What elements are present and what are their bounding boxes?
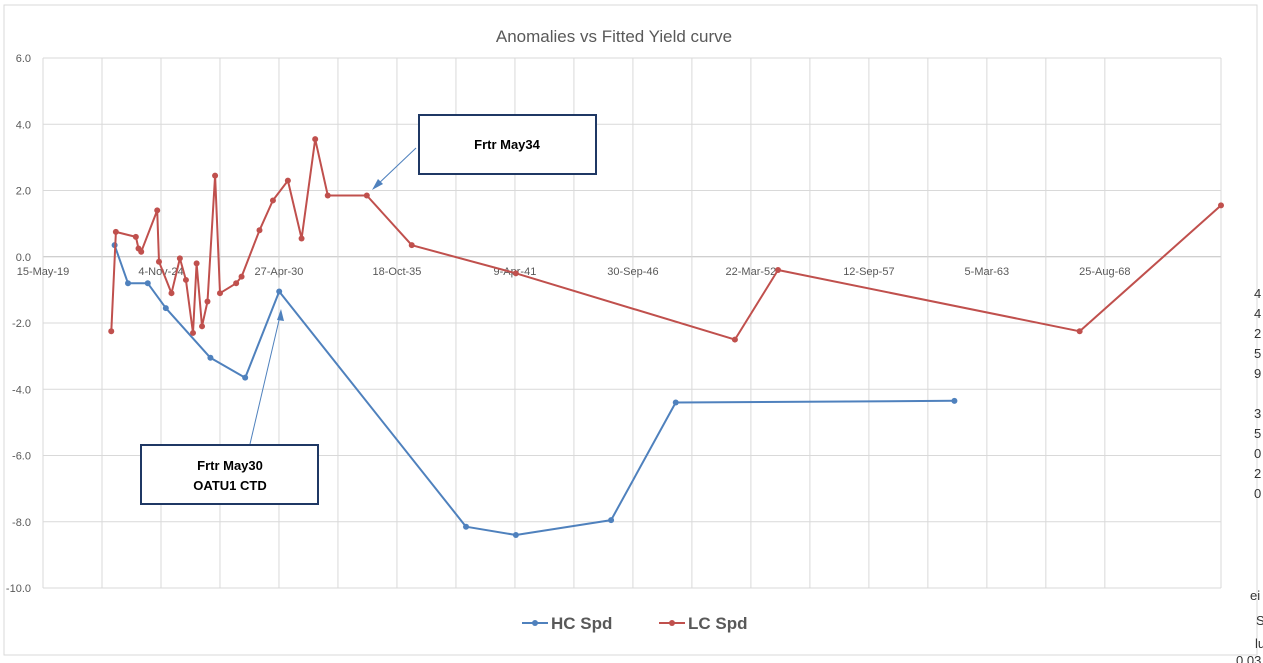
- edge-fragment: 2: [1254, 466, 1261, 481]
- data-point-lc-spd: [284, 177, 291, 184]
- data-point-lc-spd: [193, 260, 200, 267]
- data-point-hc-spd: [951, 397, 958, 404]
- data-point-hc-spd: [144, 280, 151, 287]
- x-tick-label: 5-Mar-63: [965, 266, 1010, 278]
- y-tick-label: 6.0: [16, 53, 31, 65]
- callout-arrowhead: [277, 309, 284, 321]
- x-tick-label: 4-Nov-24: [138, 266, 183, 278]
- data-point-hc-spd: [162, 305, 169, 312]
- legend-label: HC Spd: [551, 614, 612, 633]
- data-point-hc-spd: [512, 532, 519, 538]
- data-point-hc-spd: [242, 374, 249, 381]
- edge-fragment: S: [1256, 613, 1263, 628]
- y-tick-label: 2.0: [16, 186, 31, 198]
- y-tick-label: -6.0: [12, 451, 31, 463]
- y-tick-label: -10.0: [6, 583, 31, 595]
- chart-border: [3, 4, 1258, 656]
- data-point-lc-spd: [168, 290, 175, 297]
- x-tick-label: 18-Oct-35: [372, 266, 421, 278]
- legend-swatch-marker: [532, 620, 538, 626]
- data-point-lc-spd: [408, 242, 415, 249]
- data-point-lc-spd: [154, 207, 161, 214]
- series-line-hc-spd: [113, 244, 955, 536]
- data-point-lc-spd: [112, 228, 119, 235]
- callout-label: Frtr May34: [474, 137, 541, 152]
- y-tick-label: -2.0: [12, 318, 31, 330]
- data-point-hc-spd: [207, 354, 214, 361]
- x-tick-label: 15-May-19: [17, 266, 70, 278]
- series-lines: [108, 136, 1224, 538]
- data-point-lc-spd: [182, 276, 189, 283]
- data-point-hc-spd: [463, 523, 470, 530]
- data-point-lc-spd: [155, 258, 162, 265]
- callout-frtr-may30: Frtr May30 OATU1 CTD: [140, 309, 319, 505]
- y-tick-label: -4.0: [12, 384, 31, 396]
- x-tick-label: 25-Aug-68: [1079, 266, 1130, 278]
- data-point-lc-spd: [212, 172, 219, 179]
- data-point-lc-spd: [204, 298, 211, 305]
- data-point-lc-spd: [312, 136, 319, 143]
- x-tick-label: 27-Apr-30: [255, 266, 304, 278]
- edge-fragment: 4: [1254, 306, 1261, 321]
- callout-arrow: [375, 147, 417, 187]
- edge-fragment: lu: [1255, 636, 1263, 651]
- legend-swatch-marker: [669, 620, 675, 626]
- chart-title: Anomalies vs Fitted Yield curve: [496, 27, 732, 46]
- edge-fragments: 4 4 2 5 9 3 5 0 2 0 ei S lu 0.03: [1236, 286, 1263, 663]
- callout-label-line-1: Frtr May30: [197, 458, 263, 473]
- callout-box: [140, 444, 319, 505]
- y-tick-label: 0.0: [16, 252, 31, 264]
- data-point-hc-spd: [125, 280, 132, 287]
- callout-frtr-may34: Frtr May34: [372, 114, 597, 190]
- y-tick-label: 4.0: [16, 119, 31, 131]
- data-point-lc-spd: [138, 248, 145, 255]
- edge-fragment: 0: [1254, 446, 1261, 461]
- edge-fragment: 4: [1254, 286, 1261, 301]
- x-tick-label: 30-Sep-46: [607, 266, 658, 278]
- legend-item-hc-spd: HC Spd: [522, 614, 612, 633]
- edge-fragment: 5: [1254, 346, 1261, 361]
- callout-box: [418, 114, 597, 175]
- edge-fragment: 2: [1254, 326, 1261, 341]
- edge-fragment: 9: [1254, 366, 1261, 381]
- data-point-lc-spd: [363, 192, 370, 199]
- data-point-lc-spd: [512, 270, 519, 277]
- data-point-lc-spd: [731, 336, 738, 343]
- x-tick-label: 12-Sep-57: [843, 266, 894, 278]
- edge-fragment: 0.03: [1236, 653, 1261, 663]
- x-tick-label: 22-Mar-52: [726, 266, 777, 278]
- data-point-lc-spd: [216, 290, 223, 297]
- data-point-hc-spd: [276, 288, 283, 295]
- edge-fragment: ei: [1250, 588, 1260, 603]
- data-point-lc-spd: [238, 273, 245, 280]
- data-point-lc-spd: [269, 197, 276, 204]
- data-point-lc-spd: [190, 329, 197, 336]
- data-point-lc-spd: [324, 192, 331, 199]
- legend-item-lc-spd: LC Spd: [659, 614, 748, 633]
- data-point-lc-spd: [298, 235, 305, 242]
- data-point-lc-spd: [199, 323, 206, 330]
- callout-label-line-2: OATU1 CTD: [193, 478, 266, 493]
- data-point-lc-spd: [775, 267, 782, 273]
- data-point-lc-spd: [1076, 328, 1083, 335]
- data-point-lc-spd: [233, 280, 240, 287]
- edge-fragment: 3: [1254, 406, 1261, 421]
- data-point-lc-spd: [1218, 202, 1224, 209]
- edge-fragment: 5: [1254, 426, 1261, 441]
- data-point-lc-spd: [256, 227, 263, 234]
- data-point-hc-spd: [608, 517, 615, 524]
- data-point-hc-spd: [672, 399, 679, 406]
- legend: HC Spd LC Spd: [522, 614, 748, 633]
- y-tick-label: -8.0: [12, 517, 31, 529]
- data-point-lc-spd: [108, 328, 115, 335]
- tick-labels: 6.0 4.0 2.0 0.0 -2.0 -4.0 -6.0 -8.0 -10.0 15-May-…: [6, 53, 1131, 595]
- callout-arrow: [249, 315, 281, 445]
- callout-arrowhead: [372, 179, 383, 190]
- data-point-lc-spd: [176, 255, 183, 262]
- data-point-lc-spd: [132, 233, 139, 240]
- legend-label: LC Spd: [688, 614, 748, 633]
- edge-fragment: 0: [1254, 486, 1261, 501]
